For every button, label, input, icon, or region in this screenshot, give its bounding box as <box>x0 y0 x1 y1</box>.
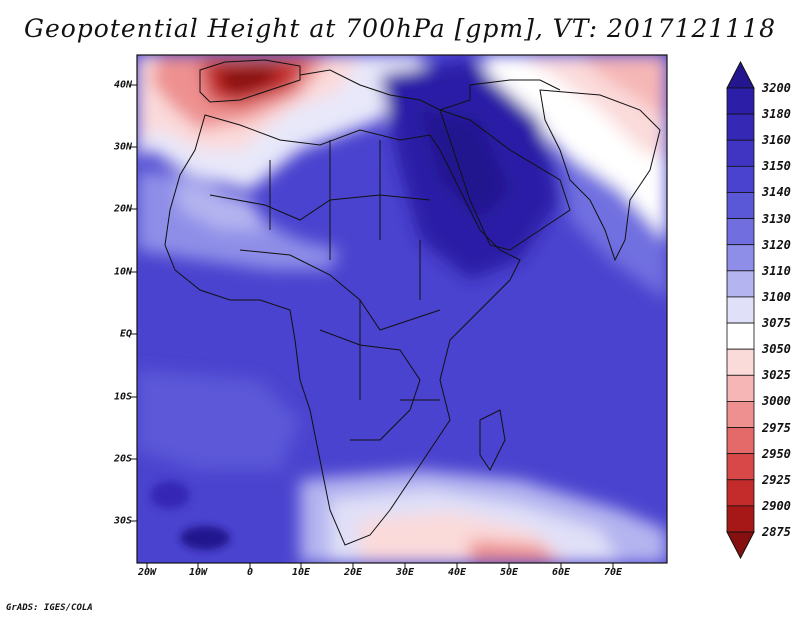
colorbar-swatch <box>726 139 755 167</box>
colorbar-label: 2925 <box>762 472 791 487</box>
colorbar-swatch <box>726 296 755 324</box>
colorbar-swatch <box>726 374 755 402</box>
lat-label-30n: 30N <box>113 141 132 153</box>
map-frame <box>136 54 668 564</box>
lat-label-eq: EQ <box>119 328 132 340</box>
colorbar-swatch <box>726 505 755 533</box>
colorbar-swatch <box>726 348 755 376</box>
colorbar-swatch <box>726 322 755 350</box>
lon-label-30e: 30E <box>395 567 415 578</box>
colorbar-label: 3200 <box>762 81 791 95</box>
colorbar-swatch <box>726 244 755 272</box>
lat-label-20n: 20N <box>113 203 132 215</box>
lat-label-40n: 40N <box>113 79 132 91</box>
lon-label-70e: 70E <box>603 567 623 578</box>
lat-label-30s: 30S <box>113 515 132 527</box>
lon-label-10w: 10W <box>188 567 208 578</box>
colorbar-label: 3110 <box>762 263 791 278</box>
colorbar-swatch <box>726 479 755 507</box>
colorbar-label: 3150 <box>762 159 791 174</box>
colorbar-label: 3140 <box>762 185 791 200</box>
colorbar-label: 3120 <box>762 237 791 252</box>
lon-label-50e: 50E <box>499 567 519 578</box>
map-title: Geopotential Height at 700hPa [gpm], VT:… <box>23 14 777 43</box>
colorbar <box>726 60 755 560</box>
colorbar-label: 3050 <box>762 342 791 357</box>
colorbar-label: 3025 <box>762 368 791 383</box>
lon-label-20w: 20W <box>137 567 157 578</box>
colorbar-label: 2950 <box>762 446 791 461</box>
lon-label-60e: 60E <box>551 567 571 578</box>
lon-label-0: 0 <box>246 567 254 578</box>
lat-label-20s: 20S <box>113 453 132 465</box>
colorbar-swatch <box>726 87 755 115</box>
coastlines <box>164 59 661 546</box>
colorbar-label: 3130 <box>762 211 791 226</box>
colorbar-label: 3075 <box>762 316 791 331</box>
colorbar-label: 3100 <box>762 289 791 304</box>
colorbar-swatch <box>726 401 755 428</box>
colorbar-label: 3160 <box>762 133 791 148</box>
colorbar-swatch <box>726 165 755 193</box>
colorbar-swatch <box>726 192 755 219</box>
axis-ticks <box>131 84 614 569</box>
lon-label-40e: 40E <box>447 567 467 578</box>
lon-label-20e: 20E <box>343 567 363 578</box>
colorbar-swatch <box>726 427 755 455</box>
lon-label-10e: 10E <box>291 567 311 578</box>
lat-label-10s: 10S <box>113 391 132 403</box>
credit-text: GrADS: IGES/COLA <box>6 603 93 613</box>
colorbar-label: 2900 <box>762 498 791 513</box>
geopotential-field <box>137 55 667 563</box>
colorbar-top-arrow <box>726 60 755 89</box>
colorbar-label: 3180 <box>762 107 791 122</box>
colorbar-bottom-arrow <box>726 531 755 560</box>
colorbar-label: 3000 <box>762 394 791 409</box>
colorbar-swatch <box>726 453 755 481</box>
colorbar-swatch <box>726 270 755 298</box>
lat-label-10n: 10N <box>113 266 132 278</box>
colorbar-swatch <box>726 113 755 141</box>
colorbar-label: 2875 <box>762 525 791 539</box>
colorbar-label: 2975 <box>762 420 791 435</box>
colorbar-swatch <box>726 218 755 246</box>
